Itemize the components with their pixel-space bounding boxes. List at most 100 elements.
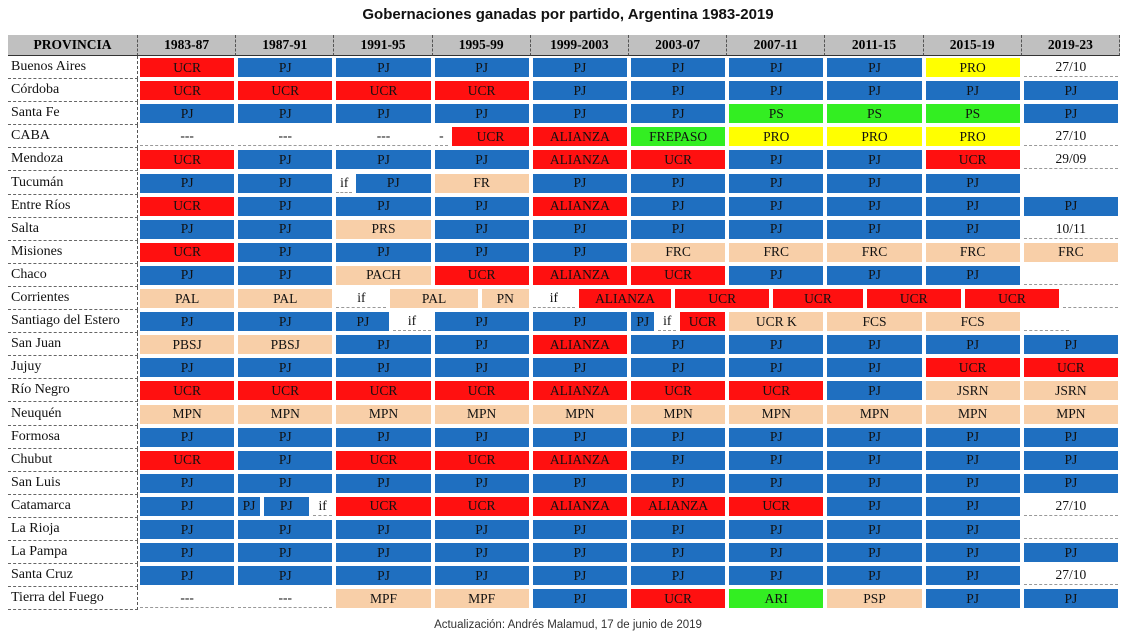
province-label: Chaco <box>8 263 138 287</box>
party-cell: ALIANZA <box>532 196 627 216</box>
party-cell: FRC <box>631 242 726 262</box>
header-provincia: PROVINCIA <box>8 35 138 56</box>
party-cell: PJ <box>925 81 1020 101</box>
party-cell: PJ <box>336 196 431 216</box>
party-cell: PJ <box>729 335 824 355</box>
party-cell: PRO <box>827 127 922 147</box>
party-cell: PJ <box>1023 473 1118 493</box>
party-cell: FREPASO <box>631 127 726 147</box>
party-cell: PJ <box>729 150 824 170</box>
party-cell: PJ <box>336 473 431 493</box>
party-cell: PJ <box>1023 81 1118 101</box>
party-cell: PJ <box>434 242 529 262</box>
party-cell: PRO <box>925 58 1020 78</box>
party-cell: PJ <box>827 58 922 78</box>
party-cell: MPF <box>336 589 431 609</box>
party-cell: PJ <box>532 566 627 586</box>
party-cell: PJ <box>434 150 529 170</box>
party-cell: PJ <box>238 58 333 78</box>
party-cell: if <box>658 312 677 332</box>
party-cell: PJ <box>434 427 529 447</box>
party-cell: PJ <box>631 473 726 493</box>
party-cell: PRO <box>925 127 1020 147</box>
party-cell: if <box>532 289 575 309</box>
party-cell: PJ <box>140 566 235 586</box>
party-cell: ALIANZA <box>532 496 627 516</box>
party-cell: PJ <box>827 358 922 378</box>
party-cell: ALIANZA <box>532 265 627 285</box>
party-cell: FRC <box>729 242 824 262</box>
party-cell: PJ <box>532 520 627 540</box>
party-cell: PN <box>481 289 529 309</box>
party-cell: UCR <box>925 358 1020 378</box>
party-cell: PJ <box>631 173 726 193</box>
party-cell: FRC <box>925 242 1020 262</box>
party-cell: PJ <box>925 265 1020 285</box>
party-cell: PJ <box>1023 196 1118 216</box>
party-cell: PBSJ <box>140 335 235 355</box>
party-cell: if <box>336 289 387 309</box>
party-cell: MPN <box>532 404 627 424</box>
party-cell: UCR <box>336 450 431 470</box>
party-cell: PJ <box>434 520 529 540</box>
party-cell: PJ <box>434 104 529 124</box>
party-cell: PAL <box>140 289 235 309</box>
party-cell: PJ <box>238 173 333 193</box>
party-cell: PJ <box>238 358 333 378</box>
party-cell: FRC <box>827 242 922 262</box>
party-cell: ARI <box>729 589 824 609</box>
party-cell: UCR <box>434 496 529 516</box>
party-cell: JSRN <box>925 381 1020 401</box>
party-cell: --- <box>238 127 333 147</box>
party-cell <box>1023 520 1118 540</box>
party-cell: PJ <box>827 473 922 493</box>
party-cell: PJ <box>925 496 1020 516</box>
party-cell: UCR <box>238 81 333 101</box>
party-cell: MPN <box>631 404 726 424</box>
party-cell: 27/10 <box>1023 127 1118 147</box>
party-cell: PJ <box>140 358 235 378</box>
party-cell: UCR <box>434 81 529 101</box>
party-cell: JSRN <box>1023 381 1118 401</box>
province-label: Santa Cruz <box>8 564 138 588</box>
party-cell: PJ <box>336 58 431 78</box>
party-cell: PJ <box>827 150 922 170</box>
party-cell: PJ <box>729 450 824 470</box>
party-cell: PJ <box>925 473 1020 493</box>
province-label: Mendoza <box>8 148 138 172</box>
party-cell: PJ <box>925 219 1020 239</box>
party-cell <box>1023 312 1069 332</box>
party-cell: UCR <box>729 496 824 516</box>
party-cell: UCR <box>680 312 726 332</box>
party-cell: PJ <box>532 358 627 378</box>
party-cell: 10/11 <box>1023 219 1118 239</box>
party-cell: PJ <box>140 427 235 447</box>
party-cell: PJ <box>631 566 726 586</box>
party-cell: PJ <box>827 543 922 563</box>
party-cell: 27/10 <box>1023 58 1118 78</box>
party-cell: PJ <box>631 520 726 540</box>
party-cell: UCR <box>925 150 1020 170</box>
party-cell: PJ <box>336 427 431 447</box>
party-cell: UCR <box>434 265 529 285</box>
party-cell: PJ <box>238 566 333 586</box>
province-label: Catamarca <box>8 494 138 518</box>
province-label: Buenos Aires <box>8 56 138 80</box>
party-cell: PJ <box>631 58 726 78</box>
province-label: La Pampa <box>8 541 138 565</box>
party-cell: UCR <box>1023 358 1118 378</box>
party-cell: MPN <box>336 404 431 424</box>
province-label: Santa Fe <box>8 102 138 126</box>
party-cell: PJ <box>336 543 431 563</box>
party-cell: UCR <box>336 496 431 516</box>
party-cell: ALIANZA <box>532 381 627 401</box>
party-cell: UCR <box>729 381 824 401</box>
party-cell: ALIANZA <box>532 150 627 170</box>
party-cell: PJ <box>925 589 1020 609</box>
party-cell: ALIANZA <box>631 496 726 516</box>
province-label: Corrientes <box>8 287 138 311</box>
party-cell: UCR <box>631 150 726 170</box>
header-period: 1983-87 <box>138 35 237 56</box>
party-cell: PJ <box>336 312 390 332</box>
party-cell: PJ <box>631 335 726 355</box>
